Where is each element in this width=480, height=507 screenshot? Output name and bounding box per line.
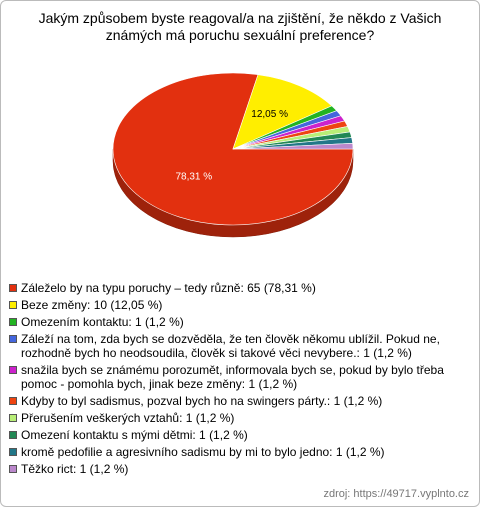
legend-swatch	[9, 465, 17, 473]
legend-item: kromě pedofilie a agresivního sadismu by…	[9, 445, 469, 459]
legend: Záleželo by na typu poruchy – tedy různě…	[9, 281, 469, 479]
legend-swatch	[9, 397, 17, 405]
legend-label: Záleží na tom, zda bych se dozvěděla, že…	[21, 332, 440, 360]
legend-label: Těžko rict: 1 (1,2 %)	[21, 462, 129, 476]
legend-label: Omezením kontaktu: 1 (1,2 %)	[21, 315, 184, 329]
legend-swatch	[9, 301, 17, 309]
legend-swatch	[9, 431, 17, 439]
legend-label: Omezení kontaktu s mými dětmi: 1 (1,2 %)	[21, 428, 248, 442]
pie-area: 78,31 % 12,05 %	[112, 72, 354, 238]
legend-swatch	[9, 366, 17, 374]
chart-title: Jakým způsobem byste reagoval/a na zjišt…	[38, 10, 442, 43]
legend-label: Záleželo by na typu poruchy – tedy různě…	[21, 281, 316, 295]
pie-slice	[112, 72, 354, 226]
legend-label: Kdyby to byl sadismus, pozval bych ho na…	[21, 394, 383, 408]
legend-item: snažila bych se známému porozumět, infor…	[9, 363, 469, 391]
legend-swatch	[9, 448, 17, 456]
legend-swatch	[9, 335, 17, 343]
legend-item: Beze změny: 10 (12,05 %)	[9, 298, 469, 312]
legend-item: Omezením kontaktu: 1 (1,2 %)	[9, 315, 469, 329]
legend-item: Těžko rict: 1 (1,2 %)	[9, 462, 469, 476]
value-label: 12,05 %	[251, 109, 288, 120]
value-label: 78,31 %	[175, 172, 212, 183]
legend-label: kromě pedofilie a agresivního sadismu by…	[21, 445, 385, 459]
legend-label: Beze změny: 10 (12,05 %)	[21, 298, 163, 312]
legend-swatch	[9, 284, 17, 292]
legend-label: Přerušením veškerých vztahů: 1 (1,2 %)	[21, 411, 235, 425]
legend-item: Kdyby to byl sadismus, pozval bych ho na…	[9, 394, 469, 408]
source: zdroj: https://49717.vyplnto.cz	[323, 488, 469, 500]
legend-item: Omezení kontaktu s mými dětmi: 1 (1,2 %)	[9, 428, 469, 442]
legend-item: Záleží na tom, zda bych se dozvěděla, že…	[9, 332, 469, 360]
pie-slice	[232, 142, 354, 150]
legend-swatch	[9, 318, 17, 326]
pie-slice	[232, 74, 333, 150]
legend-item: Přerušením veškerých vztahů: 1 (1,2 %)	[9, 411, 469, 425]
legend-swatch	[9, 414, 17, 422]
legend-item: Záleželo by na typu poruchy – tedy různě…	[9, 281, 469, 295]
legend-label: snažila bych se známému porozumět, infor…	[21, 363, 444, 391]
